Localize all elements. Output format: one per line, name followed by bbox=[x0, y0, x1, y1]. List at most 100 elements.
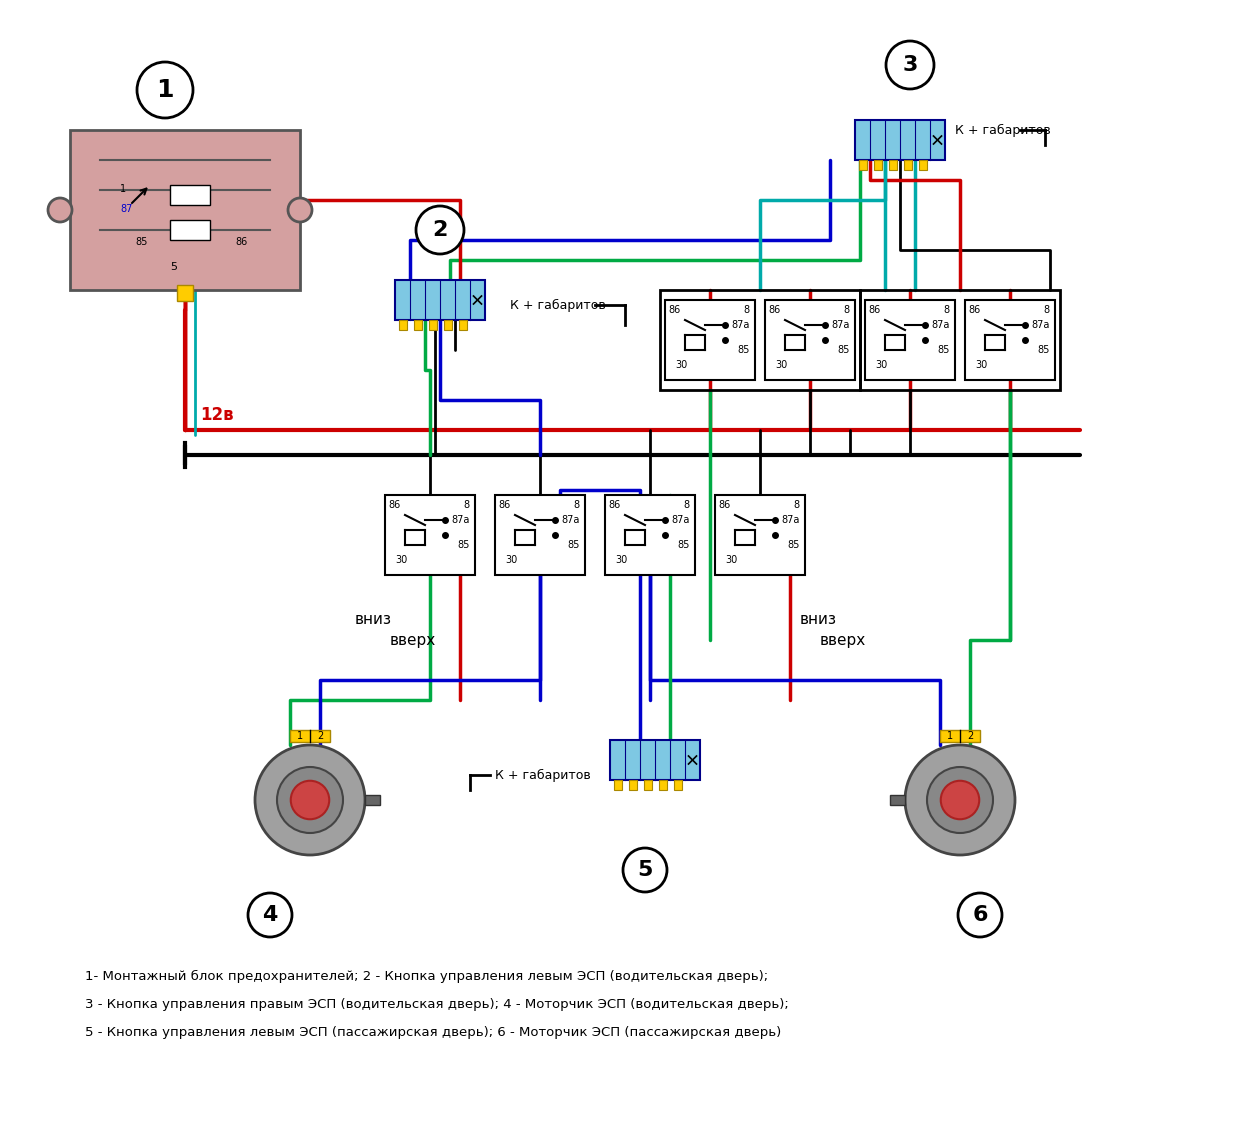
Text: 87a: 87a bbox=[672, 515, 690, 525]
Text: вниз: вниз bbox=[354, 613, 391, 627]
Text: 85: 85 bbox=[1037, 345, 1050, 355]
Text: 1- Монтажный блок предохранителей; 2 - Кнопка управления левым ЭСП (водительская: 1- Монтажный блок предохранителей; 2 - К… bbox=[85, 970, 768, 984]
Bar bbox=[429, 320, 436, 330]
Text: вверх: вверх bbox=[820, 633, 866, 647]
Text: 1: 1 bbox=[120, 184, 126, 194]
Bar bbox=[366, 795, 380, 805]
Text: 30: 30 bbox=[676, 360, 687, 370]
Text: 87: 87 bbox=[120, 203, 132, 214]
Bar bbox=[170, 220, 210, 241]
Bar bbox=[904, 160, 911, 170]
Text: К + габаритов: К + габаритов bbox=[495, 769, 590, 781]
Text: 85: 85 bbox=[788, 540, 800, 550]
Circle shape bbox=[927, 767, 993, 833]
Bar bbox=[888, 160, 897, 170]
Circle shape bbox=[277, 767, 343, 833]
Text: 87a: 87a bbox=[452, 515, 471, 525]
Text: 86: 86 bbox=[608, 500, 620, 510]
Text: 8: 8 bbox=[1044, 305, 1050, 315]
Circle shape bbox=[288, 198, 312, 223]
Text: 87a: 87a bbox=[831, 320, 850, 330]
Text: 86: 86 bbox=[498, 500, 510, 510]
Circle shape bbox=[290, 781, 330, 819]
Text: 86: 86 bbox=[388, 500, 400, 510]
Bar bbox=[919, 160, 926, 170]
Text: 87a: 87a bbox=[1031, 320, 1050, 330]
Circle shape bbox=[905, 745, 1015, 855]
Bar bbox=[614, 780, 621, 790]
Text: 6: 6 bbox=[972, 905, 988, 925]
Text: 1: 1 bbox=[947, 731, 953, 741]
Text: 87a: 87a bbox=[782, 515, 800, 525]
Text: 85: 85 bbox=[737, 345, 750, 355]
Bar bbox=[764, 300, 855, 380]
Text: 87a: 87a bbox=[931, 320, 950, 330]
Circle shape bbox=[248, 892, 291, 937]
Bar bbox=[629, 780, 636, 790]
Text: вверх: вверх bbox=[390, 633, 436, 647]
Text: 8: 8 bbox=[574, 500, 580, 510]
Bar bbox=[890, 795, 905, 805]
Text: 86: 86 bbox=[968, 305, 981, 315]
Text: 87a: 87a bbox=[731, 320, 750, 330]
Bar bbox=[414, 320, 421, 330]
Text: 86: 86 bbox=[768, 305, 781, 315]
Circle shape bbox=[48, 198, 72, 223]
Text: 12в: 12в bbox=[200, 406, 233, 424]
Text: 30: 30 bbox=[876, 360, 887, 370]
Text: 2: 2 bbox=[432, 220, 447, 241]
Text: 87a: 87a bbox=[562, 515, 580, 525]
Circle shape bbox=[416, 206, 464, 254]
Bar bbox=[643, 780, 652, 790]
Text: вниз: вниз bbox=[800, 613, 837, 627]
Text: 85: 85 bbox=[568, 540, 580, 550]
Text: 85: 85 bbox=[135, 237, 147, 247]
Text: 86: 86 bbox=[868, 305, 881, 315]
Text: 8: 8 bbox=[684, 500, 690, 510]
Bar bbox=[715, 495, 805, 575]
Text: 2: 2 bbox=[317, 731, 324, 741]
Text: 5 - Кнопка управления левым ЭСП (пассажирская дверь); 6 - Моторчик ЭСП (пассажир: 5 - Кнопка управления левым ЭСП (пассажи… bbox=[85, 1026, 782, 1039]
Text: К + габаритов: К + габаритов bbox=[955, 124, 1051, 136]
Circle shape bbox=[958, 892, 1002, 937]
Bar bbox=[610, 740, 700, 780]
Text: 5: 5 bbox=[637, 860, 652, 880]
Text: 86: 86 bbox=[718, 500, 730, 510]
Text: 85: 85 bbox=[937, 345, 950, 355]
Bar bbox=[965, 300, 1055, 380]
Bar bbox=[395, 280, 485, 320]
Bar bbox=[443, 320, 452, 330]
Bar bbox=[855, 120, 945, 160]
Text: 1: 1 bbox=[296, 731, 303, 741]
Text: 30: 30 bbox=[395, 555, 408, 565]
Bar bbox=[664, 300, 755, 380]
Text: 3: 3 bbox=[903, 55, 918, 75]
Circle shape bbox=[885, 40, 934, 89]
Text: 5: 5 bbox=[170, 262, 177, 272]
Bar bbox=[659, 290, 860, 390]
Bar bbox=[495, 495, 585, 575]
Bar bbox=[873, 160, 882, 170]
Text: К + габаритов: К + габаритов bbox=[510, 299, 605, 311]
Bar bbox=[673, 780, 682, 790]
Bar bbox=[385, 495, 475, 575]
Bar bbox=[605, 495, 695, 575]
Text: 30: 30 bbox=[974, 360, 987, 370]
Text: 8: 8 bbox=[844, 305, 850, 315]
Text: 85: 85 bbox=[458, 540, 471, 550]
Text: 1: 1 bbox=[157, 78, 174, 102]
Bar bbox=[399, 320, 406, 330]
Bar bbox=[860, 290, 1060, 390]
Bar bbox=[170, 185, 210, 205]
Text: 3 - Кнопка управления правым ЭСП (водительская дверь); 4 - Моторчик ЭСП (водител: 3 - Кнопка управления правым ЭСП (водите… bbox=[85, 998, 789, 1010]
Circle shape bbox=[941, 781, 979, 819]
Text: 86: 86 bbox=[668, 305, 680, 315]
Text: 8: 8 bbox=[794, 500, 800, 510]
Text: 30: 30 bbox=[725, 555, 737, 565]
Text: 30: 30 bbox=[615, 555, 627, 565]
Text: 30: 30 bbox=[776, 360, 787, 370]
Text: 30: 30 bbox=[505, 555, 517, 565]
Text: 2: 2 bbox=[967, 731, 973, 741]
Circle shape bbox=[137, 62, 193, 118]
Text: 4: 4 bbox=[262, 905, 278, 925]
